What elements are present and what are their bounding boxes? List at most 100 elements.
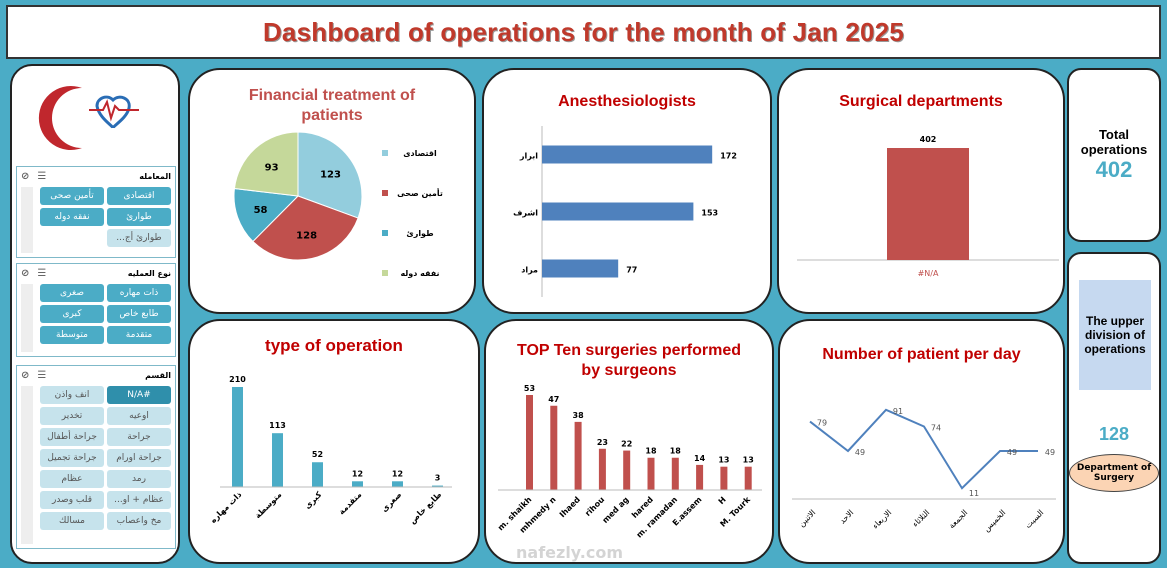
slicer-item[interactable]: تأمين صحى [40, 187, 104, 205]
slicer-item[interactable]: انف واذن [40, 386, 104, 404]
bar [887, 148, 969, 260]
bar-chart: 210 ذات مهاره 113 متوسطة 52 كبرى 12 متقدمة 12 صغر… [209, 375, 452, 526]
slicer-item[interactable]: جراحة اورام [107, 449, 171, 467]
data-label: 128 [296, 231, 317, 242]
department-label: Department of Surgery [1069, 454, 1159, 492]
tick-label: كبرى [303, 490, 324, 511]
slicer-item[interactable]: نفقه دوله [40, 208, 104, 226]
data-label: 18 [670, 447, 682, 456]
clear-filter-icon[interactable]: ⊘ [21, 170, 30, 182]
tick-label: #N/A [918, 269, 939, 278]
kpi-total-value: 402 [1095, 157, 1133, 182]
slicer-item[interactable]: جراحة [107, 428, 171, 446]
bar [352, 481, 363, 487]
slicer-title: نوع العمليه [127, 268, 171, 278]
tick-label: H [717, 495, 728, 506]
chart-title: Number of patient per day [822, 346, 1021, 363]
department-value: 128 [1098, 424, 1130, 444]
slicer-item[interactable]: تخدير [40, 407, 104, 425]
watermark: nafezly.com [516, 543, 623, 562]
tick-label: rihou [583, 495, 606, 518]
pie-chart: 123 128 58 93 اقتصادى تأمين صحى طوارئ نفقه دوله [233, 131, 443, 278]
slicer-item[interactable]: قلب وصدر [40, 491, 104, 509]
data-label: 210 [229, 375, 246, 384]
slicer-item[interactable]: متقدمة [107, 326, 171, 344]
slicer-item[interactable]: عظام [40, 470, 104, 488]
bar [671, 457, 679, 490]
slicer-item[interactable]: اقتصادى [107, 187, 171, 205]
data-label: 123 [320, 169, 341, 180]
slicer-item[interactable]: كبرى [40, 305, 104, 323]
slicer-item[interactable]: رمد [107, 470, 171, 488]
data-label: 14 [694, 454, 706, 463]
data-label: 13 [743, 456, 754, 465]
tick-label: ذات مهاره [209, 490, 244, 525]
slicer-item[interactable]: جراحة أطفال [40, 428, 104, 446]
data-label: 13 [718, 456, 729, 465]
slicer-panel: ⊘ ☰ المعامله اقتصادى تأمين صحى طوارئ نفقه دو… [10, 64, 180, 564]
bar [526, 395, 533, 490]
pie-slice [297, 131, 363, 219]
multi-select-icon[interactable]: ☰ [37, 170, 47, 182]
slicer-department: ⊘ ☰ القسم #N/A انف واذن اوعيه تخدير جراحة جراح… [16, 365, 176, 549]
slicer-item[interactable]: ذات مهاره [107, 284, 171, 302]
slicer-item[interactable]: اوعيه [107, 407, 171, 425]
clear-filter-icon[interactable]: ⊘ [21, 267, 30, 279]
tick-label: الاثنين [797, 508, 817, 528]
slicer-item[interactable]: #N/A [107, 386, 171, 404]
slicer-operation-type: ⊘ ☰ نوع العمليه ذات مهاره صغرى طابع خاص كبرى… [16, 263, 176, 357]
data-label: 11 [969, 489, 979, 498]
data-label: 38 [573, 411, 585, 420]
legend-swatch [382, 230, 388, 236]
card-top10: TOP Ten surgeries performed by surgeons … [484, 319, 774, 564]
legend-swatch [382, 150, 388, 156]
bar-chart: 172 ابرار 153 اشرف 77 مراد [513, 126, 737, 297]
slicer-item[interactable]: طوارئ أج... [107, 229, 171, 247]
slicer-item[interactable]: طابع خاص [107, 305, 171, 323]
slicer-item[interactable]: جراحة تجميل [40, 449, 104, 467]
bar [232, 387, 243, 487]
bar [574, 421, 582, 490]
slicer-item[interactable]: مسالك [40, 512, 104, 530]
title-bar: Dashboard of operations for the month of… [6, 5, 1161, 59]
bar-chart: 402 #N/A [797, 135, 1059, 278]
tick-label: صغرى [380, 490, 404, 514]
slicer-item[interactable]: مخ واعصاب [107, 512, 171, 530]
slicer-item[interactable]: صغرى [40, 284, 104, 302]
data-label: 52 [312, 450, 323, 459]
tick-label: med ag [601, 495, 631, 525]
pie-slice [252, 195, 359, 261]
slicer-title: المعامله [139, 171, 171, 181]
card-financial: Financial treatment of patients 123 128 58… [188, 68, 476, 314]
bar [392, 481, 403, 487]
legend-entry: اقتصادى [403, 149, 437, 158]
tick-label: متوسطة [253, 490, 283, 520]
multi-select-icon[interactable]: ☰ [37, 369, 47, 381]
dashboard-title: Dashboard of operations for the month of… [262, 16, 905, 47]
slicer-item[interactable]: متوسطة [40, 326, 104, 344]
data-label: 18 [645, 447, 657, 456]
slicer-item[interactable]: عظام + او... [107, 491, 171, 509]
clear-filter-icon[interactable]: ⊘ [21, 369, 30, 381]
bar [542, 145, 713, 164]
legend-swatch [382, 190, 388, 196]
tick-label: مراد [521, 266, 538, 275]
chart-title: Surgical departments [839, 93, 1003, 110]
slicer-item[interactable]: طوارئ [107, 208, 171, 226]
legend-entry: تأمين صحى [397, 188, 443, 198]
multi-select-icon[interactable]: ☰ [37, 267, 47, 279]
hospital-logo [38, 86, 139, 150]
tick-label: الثلاثاء [911, 508, 932, 529]
bar [550, 405, 558, 490]
data-label: 12 [392, 469, 403, 478]
slicer-scrollbar[interactable] [21, 284, 33, 352]
data-label: 77 [626, 266, 637, 275]
slicer-scrollbar[interactable] [21, 187, 33, 253]
data-label: 172 [720, 152, 737, 161]
chart-title: type of operation [265, 336, 403, 355]
slicer-scrollbar[interactable] [21, 386, 33, 544]
data-label: 23 [597, 438, 608, 447]
series-line [809, 408, 1038, 490]
bar [312, 462, 323, 487]
